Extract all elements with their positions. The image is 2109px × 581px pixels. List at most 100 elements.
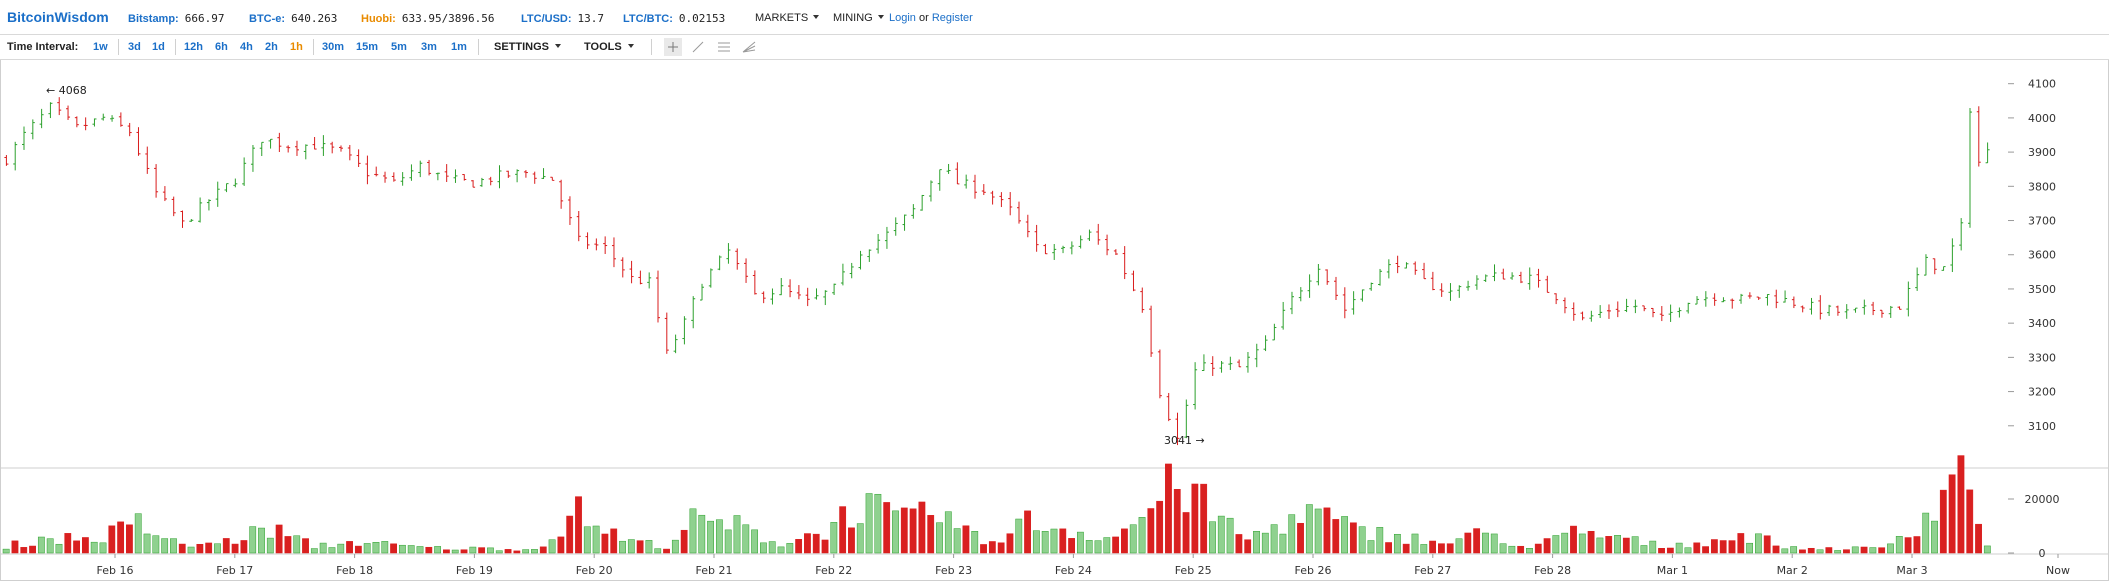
volume-bar xyxy=(381,541,389,554)
volume-bar xyxy=(1596,537,1604,554)
volume-bar xyxy=(557,536,565,554)
volume-bar xyxy=(1191,483,1199,554)
ticker-value: 13.7 xyxy=(577,12,605,25)
volume-bar xyxy=(46,538,54,554)
interval-3m[interactable]: 3m xyxy=(421,41,437,53)
x-tick-label: Mar 2 xyxy=(1777,564,1808,577)
volume-bar xyxy=(81,537,89,554)
price-tick-label: 4000 xyxy=(2028,112,2056,125)
fan-icon[interactable] xyxy=(740,38,758,56)
interval-3d[interactable]: 3d xyxy=(128,41,141,53)
volume-bar xyxy=(337,543,345,554)
interval-1h[interactable]: 1h xyxy=(290,41,303,53)
volume-bar xyxy=(1076,531,1084,554)
volume-bar xyxy=(1473,528,1481,554)
volume-bar xyxy=(1508,545,1516,554)
volume-bar xyxy=(478,547,486,554)
markets-menu[interactable]: MARKETS xyxy=(755,12,820,24)
ticker-bitstamp[interactable]: Bitstamp: 666.97 xyxy=(128,12,224,25)
volume-bar xyxy=(1790,546,1798,554)
login-link[interactable]: Login xyxy=(889,12,916,24)
volume-bar xyxy=(55,543,63,554)
horizontal-lines-icon[interactable] xyxy=(715,38,733,56)
volume-bar xyxy=(1121,528,1128,554)
low-annotation: 3041 → xyxy=(1164,434,1205,447)
divider xyxy=(651,39,652,55)
volume-bar xyxy=(953,528,961,554)
volume-bar xyxy=(1746,542,1754,554)
mining-menu-label: MINING xyxy=(833,12,873,24)
volume-bar xyxy=(1032,530,1040,554)
volume-bar xyxy=(99,542,107,554)
volume-bar xyxy=(1781,548,1789,554)
volume-bar xyxy=(1869,547,1877,554)
volume-bar xyxy=(20,547,28,554)
volume-bar xyxy=(988,541,996,554)
line-draw-icon[interactable] xyxy=(689,38,707,56)
divider xyxy=(175,39,176,55)
volume-bar xyxy=(1173,489,1181,554)
register-link[interactable]: Register xyxy=(931,12,973,24)
crosshair-icon[interactable] xyxy=(664,38,682,56)
interval-15m[interactable]: 15m xyxy=(356,41,379,53)
volume-bar xyxy=(1226,517,1234,554)
ticker-ltcusd[interactable]: LTC/USD: 13.7 xyxy=(521,12,604,25)
volume-bar xyxy=(328,547,336,554)
volume-bar xyxy=(566,515,574,554)
volume-bar xyxy=(1006,533,1014,554)
volume-bar xyxy=(126,524,133,554)
volume-bar xyxy=(742,524,750,554)
volume-bar xyxy=(1085,540,1093,554)
volume-bar xyxy=(883,502,891,554)
volume-bar xyxy=(1878,547,1886,554)
volume-bar xyxy=(372,542,380,554)
volume-bar xyxy=(539,546,547,554)
site-logo[interactable]: BitcoinWisdom xyxy=(7,9,109,25)
tools-dropdown[interactable]: TOOLS xyxy=(584,41,634,53)
top-bar: BitcoinWisdom Bitstamp: 666.97 BTC-e: 640.… xyxy=(0,0,2109,35)
volume-bar xyxy=(1517,545,1525,554)
high-annotation: ← 4068 xyxy=(46,84,87,97)
volume-bar xyxy=(1605,536,1613,554)
price-tick-label: 3500 xyxy=(2028,283,2056,296)
volume-bar xyxy=(90,541,98,554)
volume-bar xyxy=(249,526,257,554)
volume-bar xyxy=(196,543,204,554)
volume-bar xyxy=(997,542,1005,554)
interval-2h[interactable]: 2h xyxy=(265,41,278,53)
x-tick-label: Feb 20 xyxy=(576,564,613,577)
mining-menu[interactable]: MINING xyxy=(833,12,884,24)
x-tick-label: Feb 27 xyxy=(1414,564,1451,577)
interval-1d[interactable]: 1d xyxy=(152,41,165,53)
volume-bar xyxy=(900,507,908,554)
ticker-btce[interactable]: BTC-e: 640.263 xyxy=(249,12,337,25)
volume-bar xyxy=(1112,536,1120,554)
volume-bar xyxy=(1261,532,1269,554)
volume-bar xyxy=(451,549,459,554)
ticker-label: Bitstamp: xyxy=(128,13,179,25)
volume-bar xyxy=(1270,524,1278,554)
interval-12h[interactable]: 12h xyxy=(184,41,203,53)
volume-bar xyxy=(319,542,327,554)
interval-5m[interactable]: 5m xyxy=(391,41,407,53)
interval-6h[interactable]: 6h xyxy=(215,41,228,53)
volume-bar xyxy=(1649,540,1657,554)
interval-30m[interactable]: 30m xyxy=(322,41,345,53)
volume-bar xyxy=(575,496,582,554)
settings-dropdown[interactable]: SETTINGS xyxy=(494,41,562,53)
ticker-value: 0.02153 xyxy=(678,12,726,25)
interval-1w[interactable]: 1w xyxy=(93,41,108,53)
ticker-ltcbtc[interactable]: LTC/BTC: 0.02153 xyxy=(623,12,725,25)
volume-bar xyxy=(1719,540,1727,554)
ticker-huobi[interactable]: Huobi: 633.95/3896.56 xyxy=(361,12,495,25)
volume-bar xyxy=(892,510,899,554)
volume-bar xyxy=(398,544,406,554)
volume-bar xyxy=(1693,542,1701,554)
volume-bar xyxy=(222,538,230,554)
price-chart[interactable]: 3100 3200 3300 3400 3500 3600 3700 3800 3900 4000… xyxy=(0,60,2109,581)
volume-bar xyxy=(346,541,353,554)
interval-1m[interactable]: 1m xyxy=(451,41,467,53)
interval-4h[interactable]: 4h xyxy=(240,41,253,53)
volume-bar xyxy=(1526,548,1533,554)
volume-bar xyxy=(707,520,714,554)
